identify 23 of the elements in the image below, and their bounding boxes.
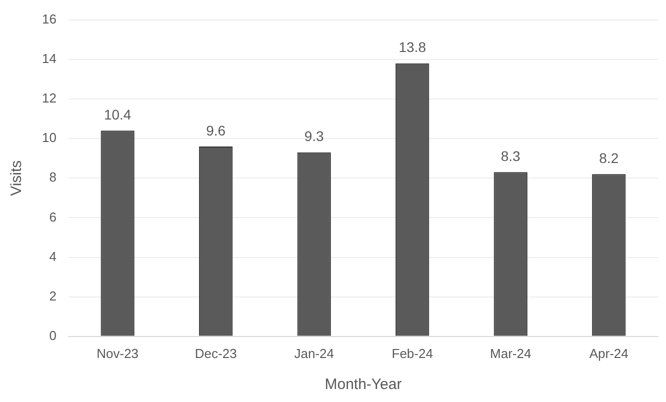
y-tick-label: 8 [49, 170, 56, 185]
y-tick-label: 10 [42, 130, 56, 146]
y-tick-label: 6 [49, 209, 56, 224]
y-tick-label: 2 [49, 288, 56, 304]
x-tick-label: Dec-23 [194, 346, 237, 361]
y-tick-label: 4 [49, 248, 56, 264]
x-tick-label: Feb-24 [392, 346, 433, 361]
data-label: 9.3 [304, 128, 324, 144]
y-tick-label: 16 [42, 11, 56, 26]
x-tick-label: Mar-24 [490, 346, 532, 361]
data-label: 13.8 [398, 39, 426, 56]
y-tick-label: 0 [49, 328, 56, 343]
data-label: 8.3 [500, 148, 521, 164]
data-label: 8.2 [599, 150, 619, 166]
data-label: 10.4 [104, 106, 132, 122]
y-tick-label: 12 [42, 90, 56, 106]
x-axis-title: Month-Year [324, 376, 402, 394]
x-tick-label: Jan-24 [294, 346, 334, 361]
y-axis-title: Visits [8, 160, 26, 196]
y-tick-label: 14 [42, 50, 56, 66]
data-label: 9.6 [206, 122, 226, 138]
x-tick-label: Apr-24 [589, 346, 628, 361]
x-tick-label: Nov-23 [96, 346, 139, 361]
